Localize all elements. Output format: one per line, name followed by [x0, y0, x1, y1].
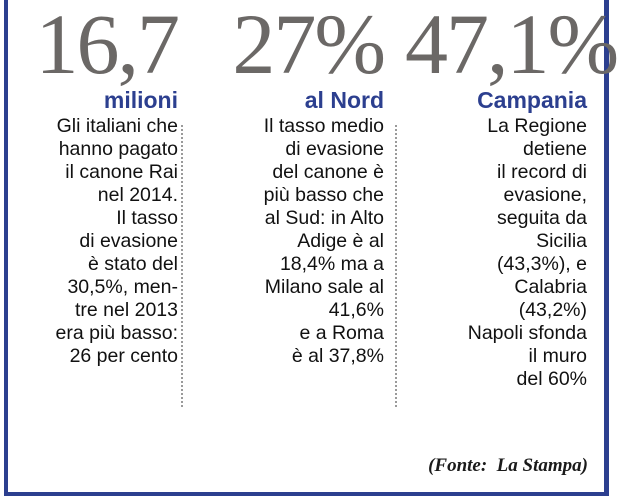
description-line: di evasione	[285, 138, 384, 160]
description-line: Gli italiani che	[56, 115, 178, 137]
stat-big-number: 16,7	[35, 0, 181, 92]
description-line: (43,3%), e	[497, 253, 587, 275]
description-line: Adige è al	[297, 230, 384, 252]
description-line: 18,4% ma a	[279, 253, 384, 275]
description-line: Il tasso	[116, 207, 178, 229]
stat-column-subscribers: 16,7 milioni Gli italiani che hanno paga…	[10, 0, 181, 368]
description-line: più basso che	[263, 184, 384, 206]
description-line: Sicilia	[536, 230, 587, 252]
description-line: (43,2%)	[518, 299, 587, 321]
stat-description: Gli italiani che hanno pagato il canone …	[10, 115, 179, 368]
description-line: il muro	[528, 345, 587, 367]
description-line: Calabria	[514, 276, 587, 298]
column-separator	[181, 125, 183, 407]
description-line: Milano sale al	[264, 276, 384, 298]
source-credit: (Fonte: La Stampa)	[428, 455, 588, 476]
stat-big-number: 27%	[232, 0, 386, 92]
description-line: è stato del	[88, 253, 178, 275]
stat-column-campania: 47,1% Campania La Regione detiene il rec…	[405, 0, 619, 391]
stat-subtitle: milioni	[103, 87, 178, 113]
right-border	[604, 0, 609, 496]
description-line: il canone Rai	[65, 161, 178, 183]
description-line: Napoli sfonda	[467, 322, 587, 344]
description-line: tre nel 2013	[75, 299, 178, 321]
stat-subtitle: Campania	[477, 87, 587, 113]
bottom-border	[4, 492, 609, 496]
description-line: nel 2014.	[97, 184, 178, 206]
description-line: il record di	[497, 161, 587, 183]
description-line: 30,5%, men-	[67, 276, 178, 298]
description-line: è al 37,8%	[291, 345, 384, 367]
description-line: di evasione	[79, 230, 178, 252]
description-line: del canone è	[272, 161, 384, 183]
description-line: 41,6%	[328, 299, 384, 321]
left-border	[4, 0, 8, 496]
description-line: Il tasso medio	[263, 115, 384, 137]
description-line: hanno pagato	[58, 138, 178, 160]
description-line: evasione,	[503, 184, 587, 206]
description-line: al Sud: in Alto	[264, 207, 384, 229]
column-separator	[395, 125, 397, 407]
description-line: seguita da	[497, 207, 587, 229]
description-line: 26 per cento	[69, 345, 178, 367]
stat-subtitle: al Nord	[304, 87, 384, 113]
stat-description: Il tasso medio di evasione del canone è …	[200, 115, 384, 368]
stat-description: La Regione detiene il record di evasione…	[405, 115, 587, 391]
stat-column-north: 27% al Nord Il tasso medio di evasione d…	[200, 0, 386, 368]
description-line: era più basso:	[55, 322, 179, 344]
stat-big-number: 47,1%	[405, 0, 619, 92]
description-line: e a Roma	[299, 322, 384, 344]
description-line: detiene	[523, 138, 587, 160]
description-line: La Regione	[487, 115, 587, 137]
description-line: del 60%	[516, 368, 587, 390]
